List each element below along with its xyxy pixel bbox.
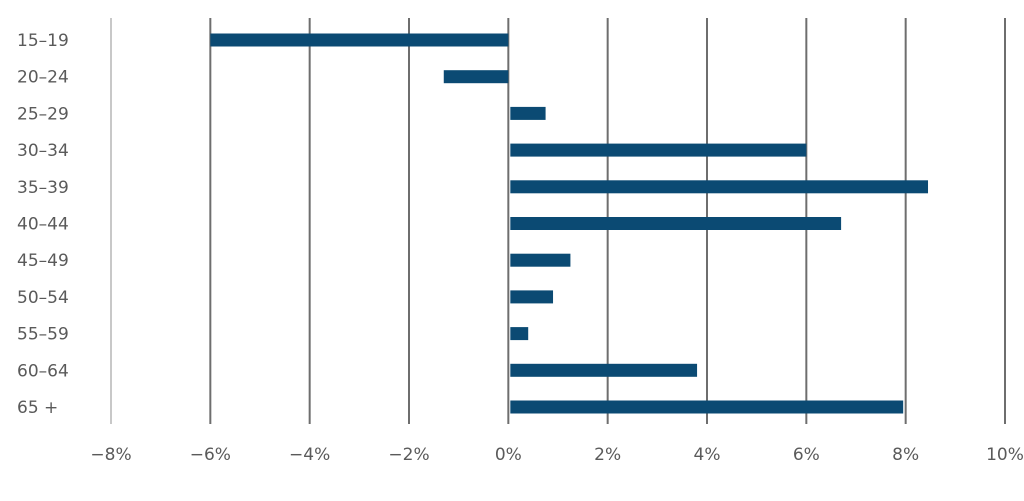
x-tick-label: −6% — [190, 445, 231, 465]
bar — [510, 400, 904, 414]
bar — [443, 70, 509, 84]
x-tick-labels: −8% −6% −4% −2% 0% 2% 4% 6% 8% 10% — [90, 445, 1024, 465]
bar — [510, 327, 529, 341]
x-tick-label: 0% — [495, 445, 522, 465]
bar — [510, 363, 698, 377]
category-label: 40–44 — [17, 215, 69, 235]
bar — [210, 33, 509, 47]
x-tick-label: −8% — [90, 445, 131, 465]
category-label: 55–59 — [17, 325, 69, 345]
category-label: 60–64 — [17, 361, 69, 381]
category-label: 45–49 — [17, 251, 69, 271]
bar — [510, 106, 546, 120]
x-tick-label: 2% — [594, 445, 621, 465]
category-label: 35–39 — [17, 178, 69, 198]
category-label: 30–34 — [17, 141, 69, 161]
x-tick-label: 8% — [892, 445, 919, 465]
category-label: 15–19 — [17, 31, 69, 51]
x-tick-label: 6% — [793, 445, 820, 465]
x-tick-label: −2% — [388, 445, 429, 465]
x-tick-label: −4% — [289, 445, 330, 465]
bars — [210, 33, 929, 414]
category-label: 25–29 — [17, 104, 69, 124]
category-label: 65 + — [17, 398, 58, 418]
x-tick-label: 10% — [986, 445, 1024, 465]
x-tick-label: 4% — [694, 445, 721, 465]
bar — [510, 217, 842, 230]
bar — [510, 253, 571, 267]
category-label: 50–54 — [17, 288, 69, 308]
bar — [510, 180, 929, 194]
bar — [510, 290, 554, 304]
category-labels: 15–19 20–24 25–29 30–34 35–39 40–44 45–49 50–54… — [17, 31, 69, 418]
bar — [510, 143, 807, 157]
category-label: 20–24 — [17, 68, 69, 88]
